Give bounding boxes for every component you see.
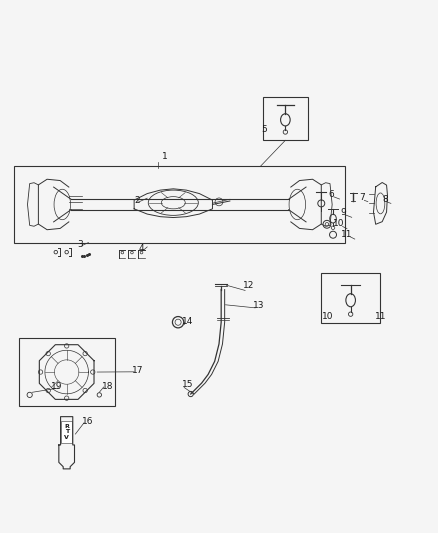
Text: 1: 1 — [162, 152, 168, 161]
Text: 10: 10 — [322, 312, 334, 321]
Text: V: V — [64, 434, 69, 440]
Bar — [262, 97, 308, 140]
Bar — [61, 421, 72, 443]
Text: 9: 9 — [341, 208, 346, 217]
Text: 14: 14 — [182, 317, 194, 326]
Text: 6: 6 — [328, 190, 335, 199]
Text: 2: 2 — [134, 196, 140, 205]
Text: 16: 16 — [82, 417, 93, 426]
Text: 3: 3 — [78, 240, 83, 249]
Text: 17: 17 — [132, 366, 144, 375]
Text: 5: 5 — [261, 125, 268, 134]
Bar — [321, 273, 380, 323]
Text: 7: 7 — [359, 193, 365, 203]
Bar — [14, 166, 345, 243]
Text: 10: 10 — [333, 220, 345, 229]
Bar — [19, 338, 115, 406]
Text: 4: 4 — [138, 244, 144, 253]
Text: 8: 8 — [382, 195, 388, 204]
Text: 19: 19 — [51, 382, 63, 391]
Text: 11: 11 — [375, 312, 386, 321]
Text: 15: 15 — [182, 381, 194, 390]
Text: R: R — [64, 424, 69, 429]
Text: 13: 13 — [253, 301, 265, 310]
Text: T: T — [65, 430, 69, 434]
Text: 18: 18 — [102, 382, 113, 391]
Text: 11: 11 — [341, 230, 352, 239]
Text: 12: 12 — [243, 281, 254, 290]
